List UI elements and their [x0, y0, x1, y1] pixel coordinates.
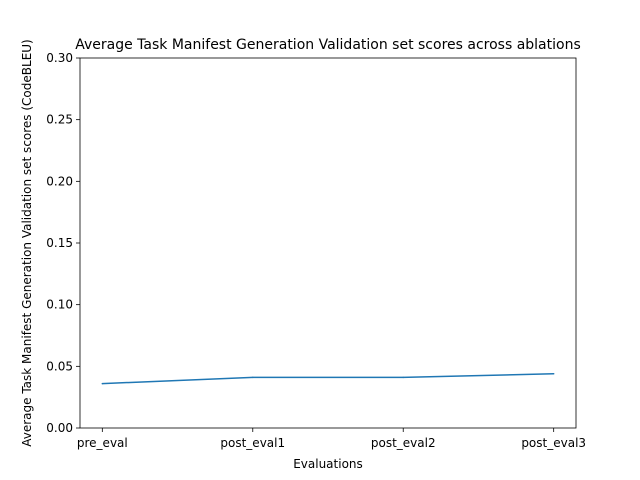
data-point: [101, 382, 104, 385]
axes-frame: [79, 57, 577, 429]
data-point: [552, 372, 555, 375]
plot-area: 0.00 0.05 0.10 0.15 0.20 0.25 0.30 pre_eval post…: [46, 51, 586, 450]
y-tick-label: 0.05: [46, 359, 73, 373]
x-tick-label: post_eval2: [371, 436, 436, 450]
y-tick-label: 0.15: [46, 236, 73, 250]
y-axis-label: Average Task Manifest Generation Validat…: [20, 39, 34, 447]
y-tick-label: 0.10: [46, 298, 73, 312]
series-line: [102, 372, 554, 385]
data-point: [252, 376, 254, 379]
x-tick-label: post_eval1: [220, 436, 285, 450]
x-axis-label: Evaluations: [293, 457, 363, 471]
x-tick-label: post_eval3: [521, 436, 586, 450]
data-point: [402, 376, 404, 379]
y-tick-label: 0.20: [46, 174, 73, 188]
y-tick-label: 0.00: [46, 421, 73, 435]
y-tick-label: 0.25: [46, 113, 73, 127]
y-tick-label: 0.30: [46, 51, 73, 65]
x-tick-label: pre_eval: [77, 436, 128, 450]
chart-title: Average Task Manifest Generation Validat…: [75, 37, 581, 53]
